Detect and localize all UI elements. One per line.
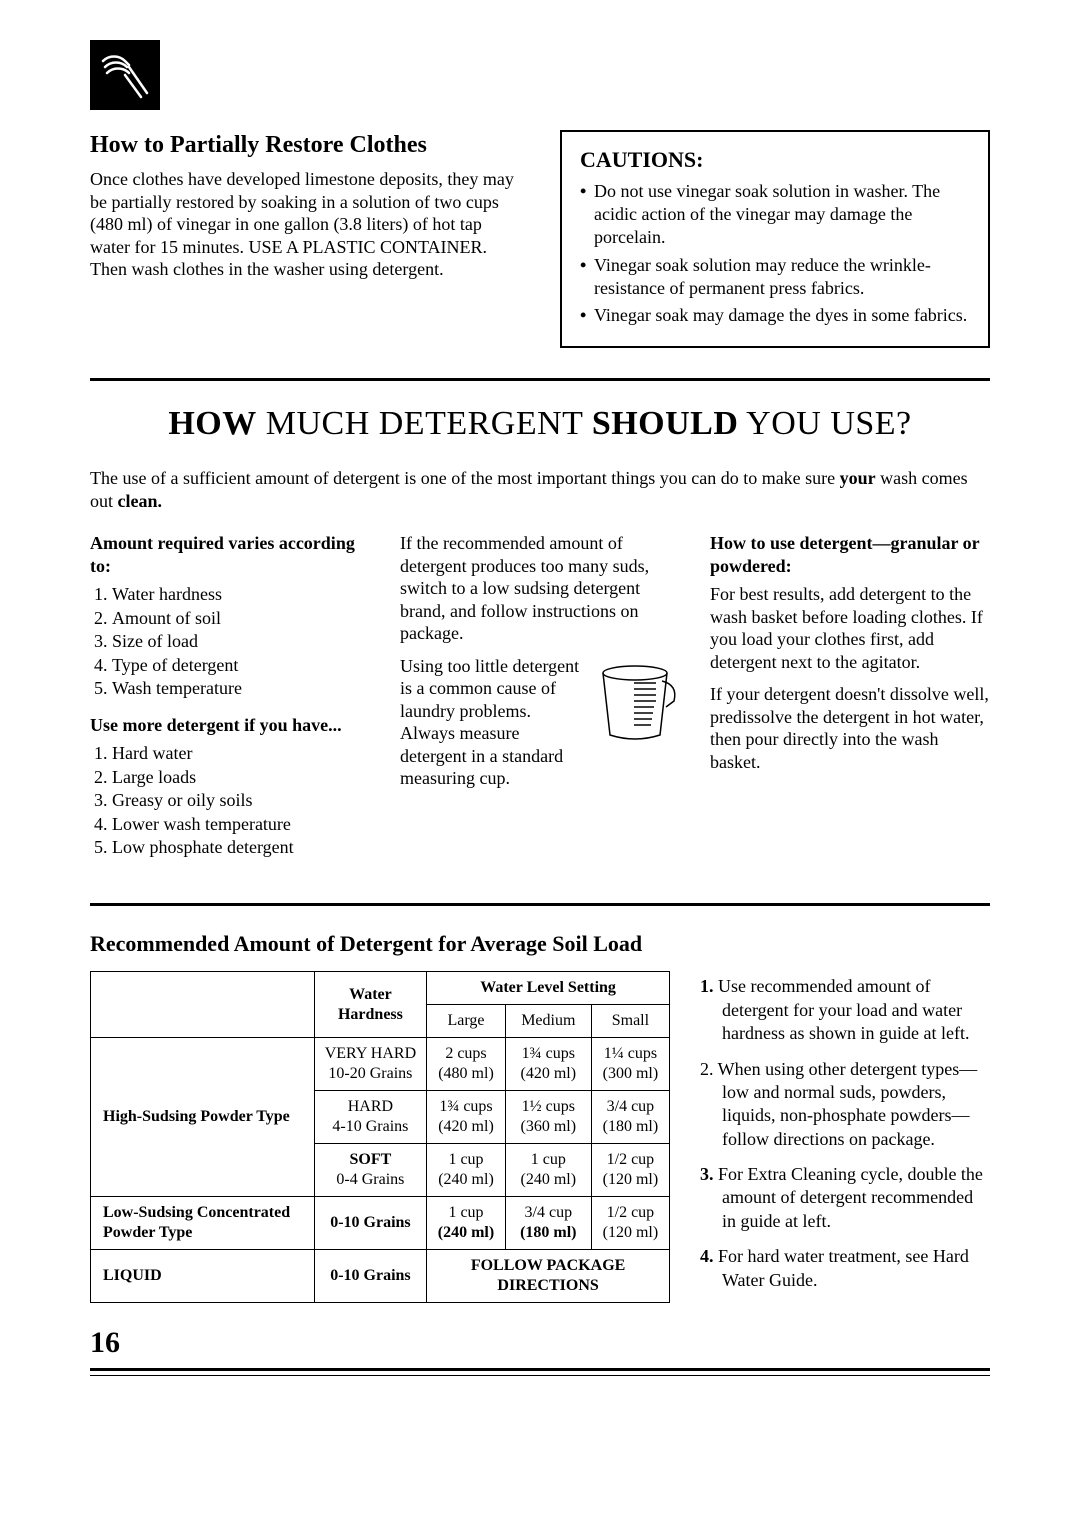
restore-body: Once clothes have developed limestone de… (90, 168, 520, 281)
use-more-list: Hard water Large loads Greasy or oily so… (90, 742, 370, 859)
list-item: Wash temperature (112, 677, 370, 700)
list-item: Size of load (112, 630, 370, 653)
col-small: Small (591, 1005, 669, 1038)
divider (90, 1375, 990, 1376)
main-heading: HOW MUCH DETERGENT SHOULD YOU USE? (90, 403, 990, 446)
hand-scrubbing-icon (90, 40, 160, 110)
col-medium: Medium (505, 1005, 591, 1038)
cautions-box: CAUTIONS: Do not use vinegar soak soluti… (560, 130, 990, 348)
list-item: Water hardness (112, 583, 370, 606)
divider (90, 378, 990, 381)
hardness-cell: 0-10 Grains (314, 1250, 427, 1303)
note-item: 2. When using other detergent types—low … (700, 1058, 990, 1152)
hardness-cell: HARD4-10 Grains (314, 1091, 427, 1144)
how-to-use-heading: How to use detergent—granular or powdere… (710, 532, 990, 577)
list-item: Large loads (112, 766, 370, 789)
table-cell: 1¾ cups(420 ml) (427, 1091, 506, 1144)
cautions-list: Do not use vinegar soak solution in wash… (580, 180, 970, 328)
hardness-header: Water Hardness (314, 972, 427, 1038)
divider (90, 903, 990, 906)
intro-text: The use of a sufficient amount of deterg… (90, 467, 990, 512)
caution-item: Do not use vinegar soak solution in wash… (580, 180, 970, 250)
caution-item: Vinegar soak solution may reduce the wri… (580, 254, 970, 301)
suds-paragraph: If the recommended amount of detergent p… (400, 532, 680, 645)
table-cell: 1½ cups(360 ml) (505, 1091, 591, 1144)
hardness-cell: SOFT0-4 Grains (314, 1144, 427, 1197)
table-cell: 3/4 cup(180 ml) (505, 1197, 591, 1250)
measuring-cup-icon (590, 657, 680, 753)
list-item: Amount of soil (112, 607, 370, 630)
table-cell: 3/4 cup(180 ml) (591, 1091, 669, 1144)
amount-varies-list: Water hardness Amount of soil Size of lo… (90, 583, 370, 700)
note-item: 4. For hard water treatment, see Hard Wa… (700, 1245, 990, 1292)
hardness-cell: 0-10 Grains (314, 1197, 427, 1250)
page-root: How to Partially Restore Clothes Once cl… (0, 0, 1080, 1416)
how-to-use-p2: If your detergent doesn't dissolve well,… (710, 683, 990, 773)
hardness-cell: VERY HARD10-20 Grains (314, 1038, 427, 1091)
caution-item: Vinegar soak may damage the dyes in some… (580, 304, 970, 327)
table-cell: 1/2 cup(120 ml) (591, 1144, 669, 1197)
detergent-table: Water Hardness Water Level Setting Large… (90, 971, 670, 1303)
amount-varies-heading: Amount required varies according to: (90, 532, 370, 577)
group-liquid: LIQUID (91, 1250, 315, 1303)
restore-heading: How to Partially Restore Clothes (90, 130, 520, 160)
table-cell: 1 cup(240 ml) (427, 1197, 506, 1250)
table-cell: 2 cups(480 ml) (427, 1038, 506, 1091)
divider (90, 1368, 990, 1371)
cautions-heading: CAUTIONS: (580, 146, 970, 174)
water-level-header: Water Level Setting (427, 972, 670, 1005)
use-more-heading: Use more detergent if you have... (90, 714, 370, 737)
note-item: 1. Use recommended amount of detergent f… (700, 975, 990, 1045)
how-to-use-p1: For best results, add detergent to the w… (710, 583, 990, 673)
list-item: Low phosphate detergent (112, 836, 370, 859)
col-large: Large (427, 1005, 506, 1038)
group-high-sudsing: High-Sudsing Powder Type (91, 1038, 315, 1197)
list-item: Lower wash temperature (112, 813, 370, 836)
note-item: 3. For Extra Cleaning cycle, double the … (700, 1163, 990, 1233)
table-cell: 1 cup(240 ml) (505, 1144, 591, 1197)
table-cell: 1/2 cup(120 ml) (591, 1197, 669, 1250)
list-item: Type of detergent (112, 654, 370, 677)
group-low-sudsing: Low-Sudsing Concentrated Powder Type (91, 1197, 315, 1250)
list-item: Hard water (112, 742, 370, 765)
table-notes: 1. Use recommended amount of detergent f… (700, 971, 990, 1304)
follow-package: FOLLOW PACKAGE DIRECTIONS (427, 1250, 670, 1303)
table-heading: Recommended Amount of Detergent for Aver… (90, 930, 990, 958)
page-number: 16 (90, 1324, 990, 1362)
table-cell: 1¾ cups(420 ml) (505, 1038, 591, 1091)
list-item: Greasy or oily soils (112, 789, 370, 812)
table-cell: 1 cup(240 ml) (427, 1144, 506, 1197)
table-cell: 1¼ cups(300 ml) (591, 1038, 669, 1091)
